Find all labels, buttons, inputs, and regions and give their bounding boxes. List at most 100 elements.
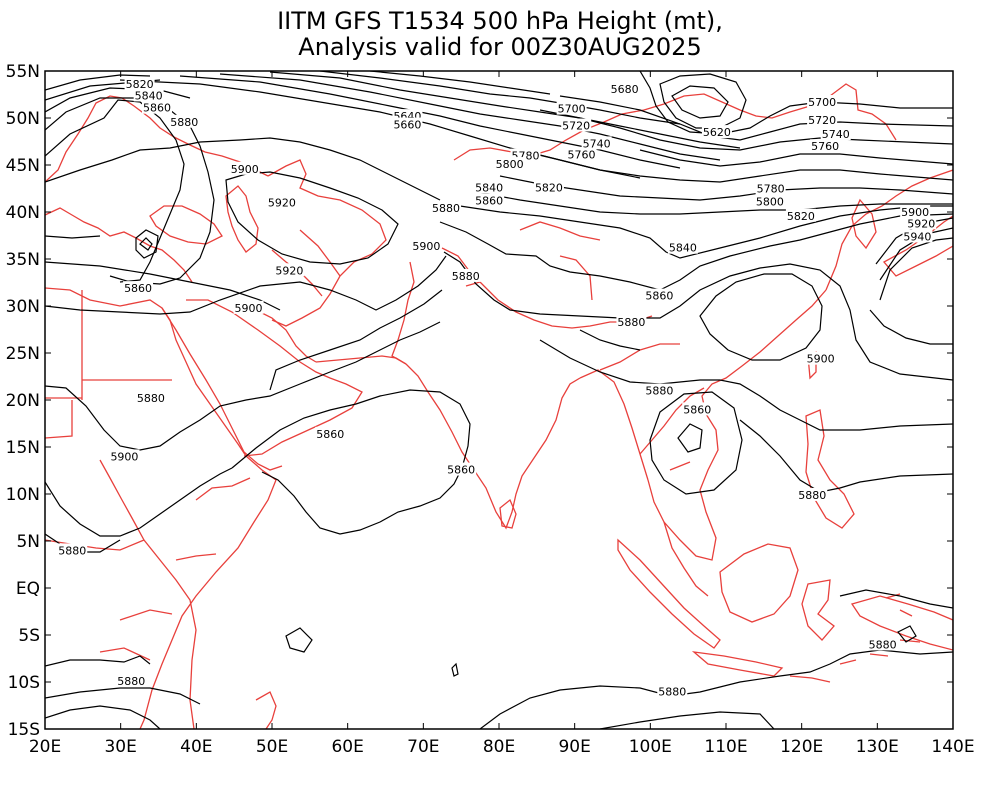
y-tick-label: 10N [6,485,40,505]
contour-line [499,175,953,201]
contour-line [45,261,281,311]
coastline-caspian [225,185,259,253]
contour-line [269,71,741,149]
contour-label-background [556,101,587,115]
islands-indonesia-east [789,593,921,683]
contour-line [599,711,775,729]
contour-label-text: 5820 [126,78,154,91]
contour-label-background [900,205,931,218]
contour-line [45,655,151,667]
contour-label-text: 5860 [645,290,673,303]
contour-label: 5820 [124,77,155,91]
contour-label-background [566,147,597,161]
contour-label-background [533,180,564,194]
coastline-mediterranean [45,207,193,283]
contour-line [451,662,459,677]
contour-label-background [494,157,525,171]
contour-line [443,251,953,381]
x-tick-label: 90E [558,737,590,757]
contour-label-text: 5900 [412,240,440,253]
contour-line [739,419,953,493]
contour-label-text: 5920 [907,217,935,230]
coastline-layer [45,83,953,729]
contour-label: 5880 [116,674,147,688]
coastline-madagascar [255,691,277,729]
contour-label: 5880 [169,114,200,129]
x-tick-label: 80E [483,737,515,757]
coastline-malay-peninsula [663,521,709,597]
coastline-china-east [825,169,953,291]
y-tick-label: 35N [6,250,40,270]
contour-line [479,649,953,729]
contour-label-background [644,383,675,397]
contour-label-text: 5740 [822,128,850,141]
contour-label-text: 5760 [811,140,839,153]
contour-label: 5720 [807,112,838,127]
contour-label-background [785,208,816,222]
contour-label-background [229,161,260,175]
y-tick-label: 55N [6,62,40,82]
contour-line [139,237,153,251]
contour-label-text: 5720 [562,120,590,133]
coastline-persian-gulf [255,309,317,363]
contour-label-text: 5940 [903,230,931,243]
contour-label-text: 5880 [452,270,480,283]
y-tick-label: 15S [8,720,40,740]
contour-line [699,273,823,361]
contour-line [45,74,151,91]
contour-label-text: 5880 [137,392,165,405]
y-tick-label: 15N [6,438,40,458]
contour-line [639,149,953,167]
contour-label: 5880 [644,383,675,398]
contour-label-background [274,263,305,277]
coastline-black-sea [149,205,223,245]
contour-label: 5840 [133,88,164,102]
y-tick-label: EQ [16,579,40,599]
contour-label-text: 5860 [143,102,171,115]
contour-label: 5860 [446,462,477,477]
contour-line [869,309,953,345]
border-india-pakistan [391,261,415,365]
contour-line [45,255,447,315]
contour-label-background [233,300,264,314]
contour-label-text: 5880 [617,316,645,329]
contour-label-text: 5840 [135,89,163,102]
contour-label-background [124,77,155,91]
x-axis-labels: 20E 30E 40E 50E 60E 70E 80E 90E 100E 110E 120E 130E… [29,737,975,757]
contour-label-background [797,487,828,501]
coastline-philippines [805,409,855,529]
x-tick-label: 40E [180,737,212,757]
contour-label-background [474,180,505,194]
contour-label: 5700 [556,101,587,116]
contour-label-text: 5860 [475,195,503,208]
contour-line [459,205,953,259]
contour-label-text: 5860 [447,464,475,477]
contour-label-background [609,81,640,95]
contour-label-text: 5780 [757,183,785,196]
contour-label-text: 5880 [117,675,145,688]
contour-line [45,87,191,113]
contour-label: 5860 [644,288,675,303]
contour-label-background [133,88,164,102]
contour-label-text: 5900 [231,163,259,176]
y-tick-label: 20N [6,391,40,411]
contour-label-background [581,136,612,150]
coastline-indochina [647,289,827,561]
y-tick-label: 40N [6,203,40,223]
contour-label-text: 5880 [869,638,897,651]
contour-label: 5940 [902,229,933,243]
contour-label-background [667,240,698,254]
contour-line [45,321,441,451]
contour-label: 5800 [754,194,785,209]
contour-label: 5900 [411,238,442,253]
contour-line [285,627,313,653]
contour-label-background [446,462,477,476]
title-line-1: IITM GFS T1534 500 hPa Height (mt), [277,7,723,35]
contour-label-background [906,216,937,230]
contour-label-background [755,181,786,195]
y-tick-label: 5N [16,532,40,552]
contour-label-background [474,193,505,207]
contour-label: 5760 [810,139,841,153]
y-axis-labels: 55N 50N 45N 40N 35N 30N 25N 20N 15N 10N 5N EQ 5S 10S 1… [6,62,40,740]
contour-label: 5920 [266,195,297,210]
